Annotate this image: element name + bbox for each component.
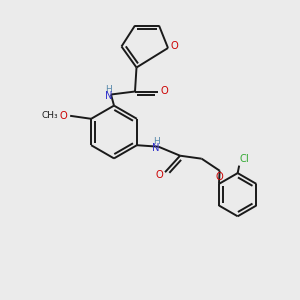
Text: O: O bbox=[216, 172, 224, 182]
Text: CH₃: CH₃ bbox=[41, 111, 58, 120]
Text: Cl: Cl bbox=[239, 154, 249, 164]
Text: N: N bbox=[105, 91, 112, 101]
Text: N: N bbox=[152, 143, 160, 153]
Text: H: H bbox=[105, 85, 112, 94]
Text: O: O bbox=[171, 41, 178, 52]
Text: O: O bbox=[60, 111, 68, 121]
Text: H: H bbox=[153, 137, 159, 146]
Text: O: O bbox=[160, 86, 168, 97]
Text: O: O bbox=[155, 170, 163, 180]
